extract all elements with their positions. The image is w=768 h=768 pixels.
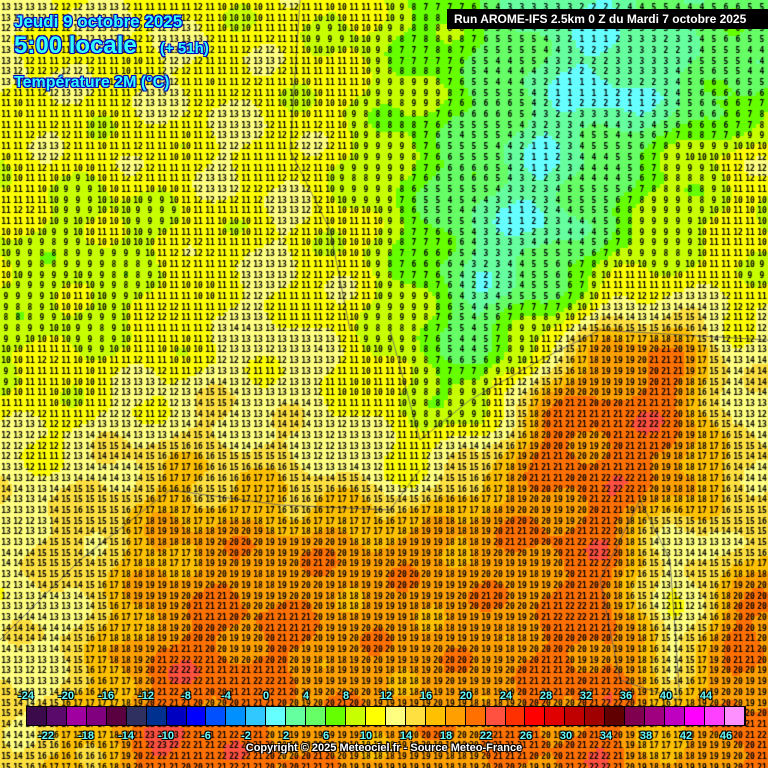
legend-label-bottom: -6 xyxy=(201,730,211,742)
legend-swatch xyxy=(27,707,47,725)
legend-swatch xyxy=(405,707,426,725)
legend-label-top: 44 xyxy=(699,690,713,702)
legend-swatch xyxy=(465,707,486,725)
legend-swatch xyxy=(286,707,307,725)
legend-swatch xyxy=(385,707,406,725)
legend-label-bottom: 18 xyxy=(439,730,453,742)
legend-label-top: -16 xyxy=(98,690,114,702)
legend-swatch xyxy=(565,707,586,725)
legend-swatch xyxy=(585,707,606,725)
forecast-date: Jeudi 9 octobre 2025 xyxy=(14,12,183,31)
legend-label-top: 28 xyxy=(539,690,553,702)
legend-swatch xyxy=(166,707,187,725)
legend-swatch xyxy=(206,707,227,725)
legend-label-bottom: -10 xyxy=(158,730,174,742)
legend-swatch xyxy=(186,707,207,725)
legend-swatch xyxy=(306,707,327,725)
forecast-time: 5:00 locale xyxy=(14,32,137,59)
run-info: Run AROME-IFS 2.5km 0 Z du Mardi 7 octob… xyxy=(447,9,768,29)
legend-swatch xyxy=(365,707,386,725)
legend-swatch xyxy=(346,707,366,725)
legend-label-top: -12 xyxy=(138,690,154,702)
legend-label-bottom: -22 xyxy=(38,730,54,742)
legend-label-top: 20 xyxy=(459,690,473,702)
legend-swatch xyxy=(226,707,247,725)
legend-label-bottom: -2 xyxy=(241,730,251,742)
legend-label-bottom: 10 xyxy=(359,730,373,742)
legend-label-bottom: 6 xyxy=(322,730,330,742)
legend-label-top: 24 xyxy=(499,690,513,702)
legend-swatch xyxy=(146,707,167,725)
legend-swatch xyxy=(46,707,67,725)
legend-label-top: -4 xyxy=(221,690,231,702)
legend-label-top: 8 xyxy=(342,690,350,702)
legend-label-bottom: 14 xyxy=(399,730,413,742)
legend-label-bottom: 38 xyxy=(639,730,653,742)
legend-swatch xyxy=(545,707,566,725)
legend-swatch xyxy=(684,707,705,725)
legend-label-bottom: 42 xyxy=(679,730,693,742)
legend-label-top: 36 xyxy=(619,690,633,702)
legend-label-top: 4 xyxy=(302,690,310,702)
legend-swatch xyxy=(665,707,685,725)
legend-label-bottom: 26 xyxy=(519,730,533,742)
legend-label-top: 0 xyxy=(262,690,270,702)
legend-label-top: -20 xyxy=(58,690,74,702)
parameter-title: Température 2M (°C) xyxy=(14,74,170,91)
legend-label-top: 32 xyxy=(579,690,593,702)
legend-label-bottom: 34 xyxy=(599,730,613,742)
legend-swatch xyxy=(724,707,745,725)
legend-swatch xyxy=(625,707,646,725)
legend-swatch xyxy=(605,707,626,725)
legend-swatch xyxy=(704,707,725,725)
legend-label-top: 40 xyxy=(659,690,673,702)
legend-swatch xyxy=(106,707,127,725)
legend-label-top: 16 xyxy=(419,690,433,702)
legend-swatch xyxy=(326,707,346,725)
legend-label-top: 12 xyxy=(379,690,393,702)
legend-swatch xyxy=(246,707,267,725)
legend-swatch xyxy=(445,707,466,725)
legend-swatch xyxy=(266,707,287,725)
legend-swatch xyxy=(525,707,546,725)
legend-swatch xyxy=(425,707,446,725)
legend-swatch xyxy=(485,707,506,725)
legend-swatch xyxy=(645,707,665,725)
legend-label-bottom: -18 xyxy=(78,730,94,742)
legend-label-bottom: 46 xyxy=(719,730,733,742)
legend-swatch xyxy=(86,707,107,725)
legend-label-bottom: -14 xyxy=(118,730,134,742)
lead-time: (+ 51h) xyxy=(160,40,209,57)
color-legend xyxy=(26,706,746,726)
legend-label-top: -24 xyxy=(18,690,34,702)
legend-label-bottom: 2 xyxy=(282,730,290,742)
copyright: Copyright © 2025 Meteociel.fr - Source M… xyxy=(245,742,523,754)
legend-swatch xyxy=(126,707,147,725)
legend-swatch xyxy=(505,707,526,725)
legend-label-top: -8 xyxy=(181,690,191,702)
legend-swatch xyxy=(66,707,87,725)
legend-label-bottom: 22 xyxy=(479,730,493,742)
legend-label-bottom: 30 xyxy=(559,730,573,742)
